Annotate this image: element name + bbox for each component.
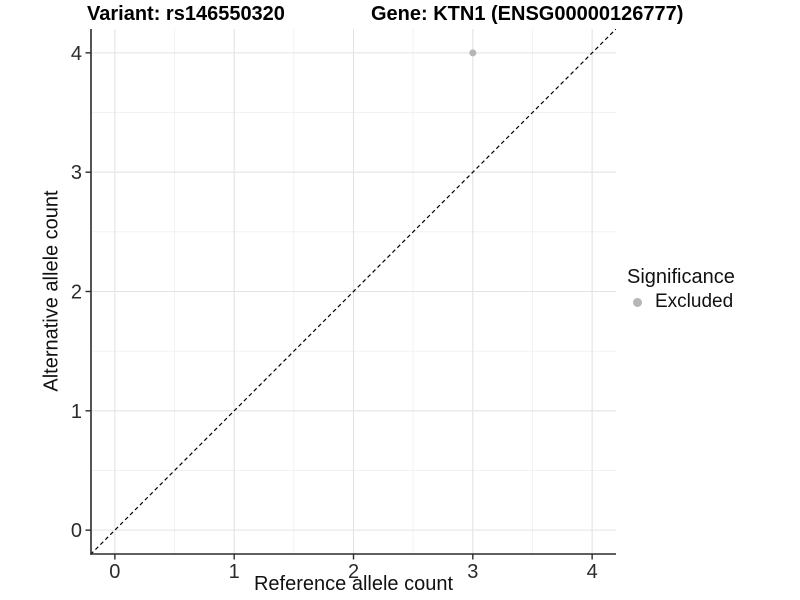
y-axis-title: Alternative allele count bbox=[40, 190, 63, 392]
legend-title: Significance bbox=[627, 266, 735, 288]
x-tick-label: 0 bbox=[109, 561, 120, 583]
x-tick-label: 3 bbox=[467, 561, 478, 583]
identity-dashed-line bbox=[91, 29, 616, 554]
data-point bbox=[469, 49, 477, 57]
x-tick-label: 2 bbox=[348, 561, 359, 583]
y-tick-label: 3 bbox=[71, 162, 82, 184]
plot-title-gene: Gene: KTN1 (ENSG00000126777) bbox=[371, 3, 684, 25]
x-tick-label: 1 bbox=[229, 561, 240, 583]
y-tick-label: 4 bbox=[71, 43, 82, 65]
x-tick-label: 4 bbox=[587, 561, 598, 583]
y-tick-label: 0 bbox=[71, 520, 82, 542]
legend-item-label: Excluded bbox=[655, 291, 734, 312]
y-tick-label: 1 bbox=[71, 401, 82, 423]
y-tick-label: 2 bbox=[71, 282, 82, 304]
legend: Significance Excluded bbox=[627, 266, 735, 313]
legend-key-point-icon bbox=[633, 297, 642, 307]
plot-title-variant: Variant: rs146550320 bbox=[87, 3, 285, 25]
legend-item-excluded: Excluded bbox=[627, 291, 735, 313]
x-axis-title: Reference allele count bbox=[253, 573, 453, 595]
